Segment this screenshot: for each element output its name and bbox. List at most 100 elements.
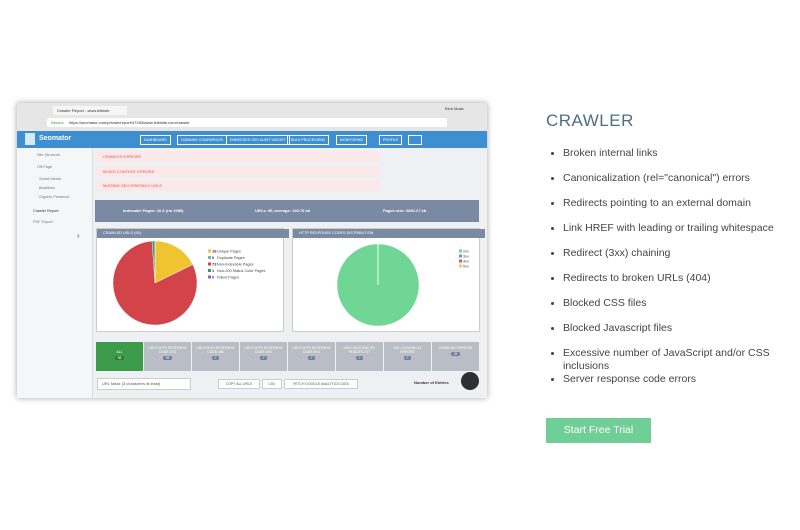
error-row[interactable]: MIXED CONTENT ERRORS [97, 165, 380, 177]
footer-button[interactable]: FETCH GOOGLE ANALYTICS DATA [284, 379, 358, 389]
tile-label: URLS WITH RESPONSE CODE 5XX [292, 346, 331, 354]
tile-label: URLS WITH RESPONSE CODE 3XX [244, 346, 283, 354]
stat: URLs: 95, average: 130.76 kb [255, 208, 311, 213]
legend-value: 0 [212, 255, 215, 260]
feature-item: Canonicalization (rel="canonical") error… [546, 172, 796, 197]
feature-item: Server response code errors [546, 373, 796, 398]
feature-list: Broken internal links Canonicalization (r… [546, 147, 796, 398]
tile-count: 0 [403, 356, 412, 360]
legend-value: 73 [212, 261, 217, 266]
sidebar-item[interactable]: PDF Export [33, 220, 53, 224]
secure-label: Secure [51, 120, 64, 125]
browser-tab: Crawler Report - www.leibiste [53, 106, 127, 115]
nav-icon[interactable] [408, 135, 422, 145]
legend-label: 2xx [463, 249, 469, 253]
legend-swatch [208, 249, 211, 253]
legend-label: 5xx [463, 264, 469, 268]
footer-button[interactable]: CSV [262, 379, 282, 389]
legend-value: 0 [212, 274, 215, 279]
feature-item: Excessive number of JavaScript and/or CS… [546, 347, 796, 373]
filter-tile[interactable]: URLS WITH RESPONSE CODE 404 0 [192, 342, 239, 371]
sidebar-item[interactable]: Social Media [39, 177, 61, 181]
nav-button[interactable]: BULK PROCESSING [287, 135, 330, 145]
pie-slice [112, 240, 198, 326]
sidebar-item[interactable]: Crawler Report [33, 209, 59, 213]
feature-item: Blocked CSS files [546, 297, 796, 322]
legend-label: Duplicate Pages [217, 256, 245, 260]
panel-title: CRAWLED URLS (95) [97, 229, 289, 238]
tile-label: URLS WITH RESPONSE CODE 2XX [148, 346, 187, 354]
sidebar: Site Structure Off-Page Social Media Backli… [17, 148, 93, 398]
stats-bar: Indexable Pages: 16.6 (rm 1089) URLs: 95,… [95, 200, 479, 222]
legend-swatch [208, 262, 211, 266]
tile-label: URLS WITH RESPONSE CODE 404 [196, 346, 235, 354]
legend-swatch [208, 275, 211, 279]
tile-label: CRAWLING ERRORS [438, 346, 473, 350]
feature-item: Broken internal links [546, 147, 796, 172]
legend-swatch [208, 269, 211, 272]
filter-tile[interactable]: ALL 95 [96, 342, 143, 371]
tile-count: 95 [114, 356, 125, 360]
nav-button[interactable]: EMBEDDED SEO AUDIT WIDGET [226, 135, 290, 145]
legend-swatch [208, 256, 211, 259]
sidebar-item[interactable]: Backlinks [39, 186, 56, 190]
cta-button[interactable]: Start Free Trial [546, 418, 651, 443]
sidebar-item[interactable]: Organic Presence [39, 195, 70, 199]
legend-swatch [459, 254, 462, 258]
filter-tile[interactable]: CRAWLING ERRORS 28 [432, 342, 479, 371]
url: https://seomator.com/private/report/4728… [69, 120, 190, 125]
user-name: Elon Musk [445, 106, 464, 111]
address-bar [47, 118, 447, 127]
error-row[interactable]: MISSING SEO-FRIENDLY URLS [97, 180, 380, 191]
legend-swatch [459, 259, 462, 263]
filter-tile[interactable]: URLS WITH RESPONSE CODE 2XX 95 [144, 342, 191, 371]
sidebar-item[interactable]: Off-Page [37, 165, 53, 169]
product-screenshot: Crawler Report - www.leibiste Elon Musk … [17, 103, 487, 398]
entries-label: Number of Entries [414, 380, 449, 385]
feature-item: Redirects to broken URLs (404) [546, 272, 796, 297]
tile-count: 95 [162, 356, 173, 360]
nav-bar: Seomator DASHBOARD DOMAINS COMPARISON EMBE… [17, 131, 487, 148]
filter-tile[interactable]: REL=CANONICAL ERRORS 0 [384, 342, 431, 371]
nav-button[interactable]: MONITORING [336, 135, 368, 145]
legend-label: 4xx [463, 259, 469, 263]
tile-count: 0 [211, 356, 220, 360]
legend-value: 1 [212, 268, 215, 273]
tile-count: 0 [307, 356, 316, 360]
logo-icon [25, 133, 35, 145]
legend-label: Unique Pages [217, 249, 241, 253]
feature-item: Blocked Javascript files [546, 322, 796, 347]
collapse-icon[interactable]: ‹ [77, 231, 80, 240]
error-row[interactable]: CRAWLER ERRORS [97, 151, 380, 162]
logo: Seomator [39, 135, 72, 142]
chat-button[interactable] [461, 372, 479, 390]
feature-item: Redirects pointing to an external domain [546, 197, 796, 222]
tile-label: REL=CANONICAL ERRORS [393, 346, 422, 354]
nav-button[interactable]: PROFILE [379, 135, 403, 145]
filter-tile[interactable]: URLS WITH RESPONSE CODE 5XX 0 [288, 342, 335, 371]
legend-label: 3xx [463, 254, 469, 258]
legend-label: Non-Indexable Pages [217, 262, 254, 266]
url-mask-input[interactable]: URL Mask (3 characters at least) [97, 378, 191, 390]
legend-swatch [459, 264, 462, 268]
filter-tile[interactable]: URLS BLOCKED BY ROBOTS.TXT 0 [336, 342, 383, 371]
stat: Pages size: 2892.17 kb [383, 208, 427, 213]
legend-swatch [459, 249, 462, 253]
tile-label: ALL [116, 350, 123, 354]
tile-count: 28 [450, 352, 461, 356]
scrollbar [482, 148, 487, 398]
panel-title: HTTP RESPONSE CODES DISTRIBUTION [293, 229, 485, 238]
sidebar-item[interactable]: Site Structure [37, 153, 61, 157]
feature-item: Redirect (3xx) chaining [546, 247, 796, 272]
stat: Indexable Pages: 16.6 (rm 1089) [123, 208, 184, 213]
filter-tile[interactable]: URLS WITH RESPONSE CODE 3XX 0 [240, 342, 287, 371]
nav-button[interactable]: DASHBOARD [140, 135, 171, 145]
pie-slice [154, 240, 194, 284]
heading: CRAWLER [546, 111, 634, 130]
tile-count: 0 [259, 356, 268, 360]
tile-label: URLS BLOCKED BY ROBOTS.TXT [343, 346, 376, 354]
legend-label: Failed Pages [217, 275, 239, 279]
footer-button[interactable]: COPY ALL URLS [218, 379, 260, 389]
